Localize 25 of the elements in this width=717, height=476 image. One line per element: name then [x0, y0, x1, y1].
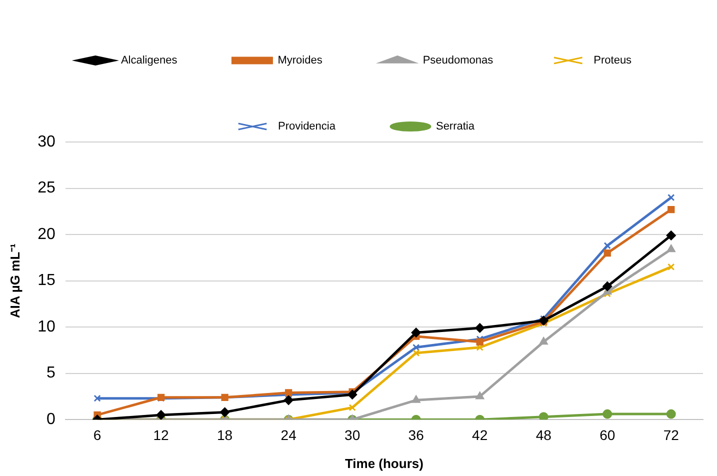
- legend-label: Myroides: [278, 54, 323, 67]
- y-tick-label: 20: [38, 226, 56, 243]
- legend-label: Serratia: [436, 120, 476, 133]
- x-tick-label: 36: [408, 426, 424, 443]
- x-tick-label: 18: [217, 426, 233, 443]
- legend-label: Proteus: [594, 54, 632, 67]
- legend-label: Providencia: [278, 120, 336, 133]
- legend-label: Alcaligenes: [120, 54, 178, 67]
- x-tick-label: 72: [663, 426, 680, 443]
- legend-label: Pseudomonas: [422, 54, 494, 67]
- x-tick-label: 42: [472, 426, 488, 443]
- y-axis-title: AIA µG mL⁻¹: [7, 244, 22, 318]
- x-axis-title: Time (hours): [344, 456, 424, 471]
- y-tick-label: 5: [46, 364, 56, 382]
- x-tick-label: 24: [280, 426, 297, 443]
- x-tick-label: 30: [344, 426, 360, 443]
- y-tick-label: 10: [38, 318, 56, 336]
- y-tick-label: 30: [38, 133, 56, 150]
- x-tick-label: 12: [153, 426, 170, 443]
- x-tick-label: 6: [93, 426, 102, 443]
- x-tick-label: 48: [536, 426, 552, 443]
- y-tick-label: 15: [38, 272, 56, 290]
- y-tick-label: 0: [46, 411, 56, 428]
- x-tick-label: 60: [600, 426, 616, 443]
- y-tick-label: 25: [38, 180, 56, 197]
